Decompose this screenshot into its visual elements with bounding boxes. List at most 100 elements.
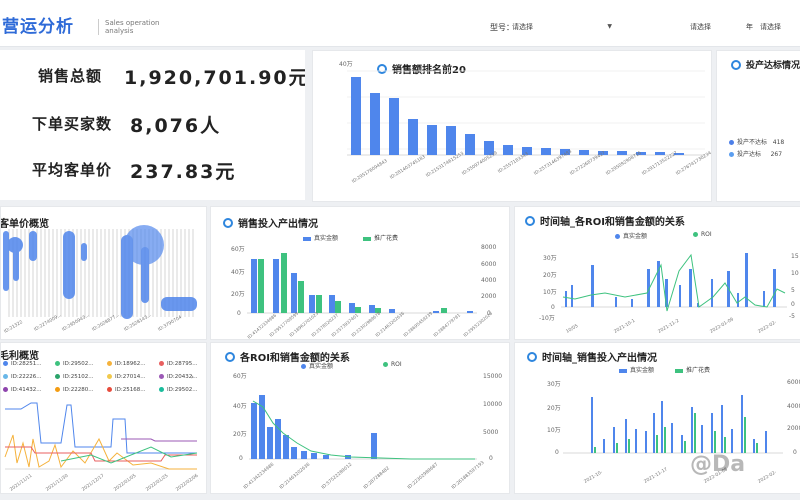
gross-legend-item[interactable]: ID:29502...	[55, 360, 107, 369]
bar	[636, 152, 646, 155]
svg-text:ID:28695459239: ID:28695459239	[402, 311, 434, 339]
gross-legend-item[interactable]: ID:28251...	[3, 360, 55, 369]
svg-text:ID:22302989687: ID:22302989687	[406, 462, 439, 491]
bar	[273, 259, 279, 313]
roi-target-title: 投产达标情况	[731, 58, 800, 71]
bar	[484, 141, 494, 155]
bar	[389, 98, 399, 155]
top20-title-text: 销售额排名前20	[392, 65, 466, 76]
svg-text:2022-02-: 2022-02-	[757, 469, 778, 485]
legend-roi[interactable]: ROI	[383, 361, 402, 368]
gross-legend-item[interactable]: ID:28795...	[159, 360, 199, 369]
app-subtitle: Sales operation analysis	[98, 19, 159, 35]
legend-dot-icon	[729, 140, 734, 145]
gross-legend-item[interactable]: ID:25168...	[107, 386, 159, 395]
legend-dot-icon	[615, 234, 620, 239]
filter-select-3[interactable]: 请选择	[760, 20, 800, 34]
timeline-roi-panel: 时间轴_各ROI和销售金额的关系 真实金额 ROI 30万 20万 10万 0 …	[514, 206, 800, 340]
legend-real-amount[interactable]: 真实金额	[619, 365, 654, 374]
svg-text:ID:41342234986: ID:41342234986	[242, 462, 275, 491]
legend-dot-icon	[729, 152, 734, 157]
price-bubble-column	[81, 243, 87, 261]
legend-roi[interactable]: ROI	[693, 231, 712, 238]
y-axis-label-right: 4000	[787, 403, 800, 410]
gross-legend-item[interactable]: ID:29502...	[159, 386, 199, 395]
roi-legend-value: 267	[770, 151, 783, 158]
bar	[598, 151, 608, 155]
y-axis-label-right: 2000	[481, 293, 497, 300]
legend-label: 真实金额	[309, 363, 334, 370]
bar	[503, 145, 513, 155]
timeline-invest-title-text: 时间轴_销售投入产出情况	[542, 353, 657, 364]
y-axis-label-right: 10	[791, 270, 799, 277]
roi-legend-item[interactable]: 投产达标 267	[729, 149, 782, 158]
bar	[465, 134, 475, 155]
price-bubble	[7, 237, 23, 253]
legend-real-amount[interactable]: 真实金额	[301, 361, 333, 370]
timeline-roi-title-text: 时间轴_各ROI和销售金额的关系	[540, 217, 685, 228]
gross-legend-item[interactable]: ID:18962...	[107, 360, 159, 369]
unit-price-panel: 客单价概览 ID:213	[0, 206, 207, 340]
timeline-invest-chart: 2021-10- 2021-11-17 2022-01-08 2022-02-	[563, 395, 783, 485]
svg-text:2021-10-1: 2021-10-1	[613, 318, 636, 335]
gross-legend-item[interactable]: ID:22226...	[3, 373, 55, 382]
y-axis-label-right: 0	[791, 301, 795, 308]
gross-title: 毛利概览	[0, 351, 39, 362]
model-label: 型号：	[490, 23, 514, 32]
svg-text:ID:3790704: ID:3790704	[157, 314, 183, 332]
legend-label: 推广花费	[686, 367, 711, 374]
bar	[355, 307, 361, 313]
gross-legend-item[interactable]: ID:25102...	[55, 373, 107, 382]
svg-text:2021/11/11: 2021/11/11	[9, 473, 34, 493]
y-axis-label-right: 8000	[481, 244, 497, 251]
y-axis-label: -10万	[539, 315, 555, 322]
bar	[674, 153, 684, 155]
legend-label: ROI	[391, 361, 402, 368]
bar	[446, 126, 456, 155]
roi-sales-title: 各ROI和销售金额的关系	[225, 349, 350, 364]
top20-title: 销售额排名前20	[377, 61, 466, 76]
ring-icon	[525, 216, 535, 226]
legend-label: 真实金额	[630, 367, 655, 374]
legend-swatch-icon	[675, 368, 683, 373]
svg-text:ID:2950943...: ID:2950943...	[61, 312, 91, 333]
svg-text:2022/02/06: 2022/02/06	[175, 473, 200, 493]
svg-text:2021-10-: 2021-10-	[583, 469, 604, 485]
unit-price-title: 客单价概览	[0, 219, 49, 230]
legend-real-amount[interactable]: 真实金额	[303, 233, 338, 242]
model-select[interactable]: 请选择 ▼	[512, 20, 614, 34]
investment-chart: ID:41432334986 ID:29517709599 ID:1896270…	[246, 253, 494, 339]
legend-promo-cost[interactable]: 推广花费	[675, 365, 710, 374]
price-bubble-column	[13, 247, 19, 281]
svg-text:ID:2274009...: ID:2274009...	[33, 312, 63, 333]
y-axis-label-right: 15	[791, 253, 799, 260]
svg-text:ID:261883597193: ID:261883597193	[450, 460, 485, 491]
gross-legend-item[interactable]: ID:41432...	[3, 386, 55, 395]
top-bar: 营运分析 Sales operation analysis 型号： 请选择 ▼ …	[0, 0, 800, 47]
roi-sales-title-text: 各ROI和销售金额的关系	[240, 353, 350, 364]
y-axis-label: 30万	[547, 381, 561, 388]
bar	[408, 119, 418, 155]
bar	[375, 308, 381, 313]
legend-real-amount[interactable]: 真实金额	[615, 231, 647, 240]
gross-legend-item[interactable]: ID:22280...	[55, 386, 107, 395]
gross-legend-item[interactable]: ID:27014...	[107, 373, 159, 382]
kpi-label-buyers: 下单买家数	[32, 115, 113, 133]
gross-legend-item[interactable]: ID:20432...	[159, 373, 199, 382]
bar	[655, 152, 665, 155]
gross-legend: ID:28251... ID:29502... ID:18962... ID:2879…	[3, 360, 203, 399]
legend-promo-cost[interactable]: 推广花费	[363, 233, 398, 242]
filter-select-2[interactable]: 请选择	[690, 20, 740, 34]
kpi-value-avg: 237.83元	[130, 161, 237, 183]
top20-xlabel: ID:2573146397483	[533, 148, 573, 176]
y-axis-label-right: 6000	[787, 379, 800, 386]
svg-text:2021-11-2: 2021-11-2	[657, 318, 680, 335]
timeline-invest-title: 时间轴_销售投入产出情况	[527, 349, 657, 364]
roi-legend-item[interactable]: 投产不达标 418	[729, 137, 784, 146]
roi-target-title-text: 投产达标情况	[746, 61, 800, 71]
y-axis-label-right: 4000	[481, 277, 497, 284]
chevron-right-icon[interactable]: ›	[191, 373, 194, 381]
price-bubble-column	[29, 231, 37, 261]
investment-panel: 销售投入产出情况 真实金额 推广花费 60万 40万 20万 0 8000 60…	[210, 206, 510, 340]
svg-text:2022-02-: 2022-02-	[757, 319, 778, 335]
